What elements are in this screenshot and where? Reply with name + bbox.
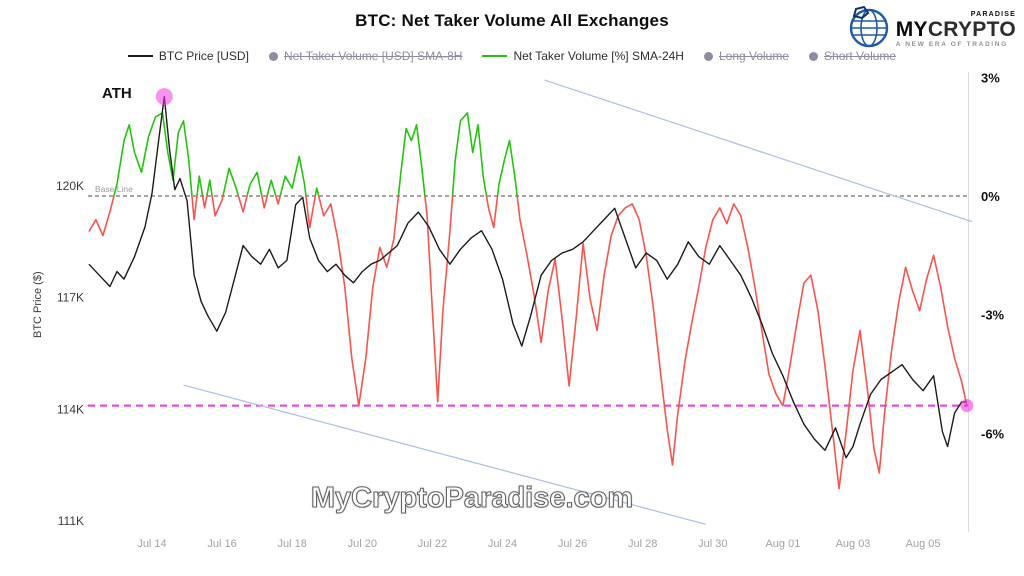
x-axis-tick-label: Jul 22 — [418, 538, 447, 550]
net-taker-volume-line-negative — [88, 196, 968, 490]
x-axis-tick-label: Jul 24 — [488, 538, 517, 550]
y-axis-left-tick-label: 117K — [57, 291, 84, 305]
legend-item-label: BTC Price [USD] — [158, 49, 249, 63]
x-axis-tick-label: Aug 05 — [906, 538, 941, 550]
x-axis-tick-label: Jul 18 — [278, 538, 307, 550]
legend-dot-swatch — [268, 51, 278, 61]
net-taker-volume-line-positive — [113, 112, 518, 196]
end-marker — [960, 399, 974, 413]
legend-item-label: Net Taker Volume [%] SMA-24H — [513, 49, 684, 63]
brand-text: PARADISE MYCRYPTO A NEW ERA OF TRADING — [896, 11, 1016, 49]
y-axis-right-tick-label: -3% — [981, 308, 1005, 323]
x-axis-tick-label: Jul 16 — [207, 538, 236, 550]
x-axis-tick-label: Jul 20 — [348, 538, 377, 550]
legend-item-3[interactable]: Long Volume — [703, 49, 790, 63]
legend-item-1[interactable]: Net Taker Volume [USD] SMA-8H — [268, 49, 463, 63]
y-axis-right-tick-label: 3% — [981, 70, 1000, 85]
ath-marker — [155, 88, 173, 106]
channel-trendline-1 — [183, 384, 706, 525]
y-axis-right-tick-label: -6% — [981, 426, 1005, 441]
brand-tagline: A NEW ERA OF TRADING — [895, 40, 1008, 48]
legend-item-0[interactable]: BTC Price [USD] — [127, 49, 249, 63]
channel-trendline-0 — [544, 79, 973, 223]
legend: BTC Price [USD] Net Taker Volume [USD] SM… — [0, 49, 1024, 63]
y-axis-left-title: BTC Price ($) — [32, 271, 44, 338]
legend-item-2[interactable]: Net Taker Volume [%] SMA-24H — [482, 49, 684, 63]
legend-item-4[interactable]: Short Volume — [809, 49, 896, 63]
y-axis-left-tick-label: 120K — [56, 179, 84, 193]
y-axis-left-tick-label: 114K — [57, 402, 84, 416]
legend-item-label: Long Volume — [718, 49, 790, 63]
legend-line-swatch — [482, 55, 508, 57]
brand-paradise-label: PARADISE — [970, 10, 1016, 18]
y-axis-left-tick-label: 111K — [58, 514, 84, 528]
brand-logo: PARADISE MYCRYPTO A NEW ERA OF TRADING — [846, 5, 1016, 54]
brand-name: MYCRYPTO — [895, 17, 1016, 41]
x-axis-tick-label: Jul 14 — [137, 538, 166, 550]
watermark: MyCryptoParadise.com — [310, 481, 634, 514]
x-axis-tick-label: Aug 01 — [765, 538, 800, 550]
ath-annotation-label: ATH — [102, 85, 132, 102]
legend-item-label: Short Volume — [824, 49, 897, 63]
x-axis-tick-label: Aug 03 — [836, 538, 871, 550]
legend-dot-swatch — [809, 51, 819, 61]
btc-price-line — [88, 96, 967, 459]
legend-item-label: Net Taker Volume [USD] SMA-8H — [283, 49, 463, 63]
globe-icon — [846, 5, 890, 54]
baseline-annotation-label: Base Line — [95, 184, 133, 194]
legend-line-swatch — [127, 55, 153, 57]
x-axis-tick-label: Jul 26 — [558, 538, 587, 550]
y-axis-right-tick-label: 0% — [981, 189, 1000, 204]
x-axis-tick-label: Jul 28 — [628, 538, 657, 550]
page-title: BTC: Net Taker Volume All Exchanges — [355, 11, 669, 30]
legend-dot-swatch — [703, 51, 713, 61]
x-axis-tick-label: Jul 30 — [698, 538, 727, 550]
